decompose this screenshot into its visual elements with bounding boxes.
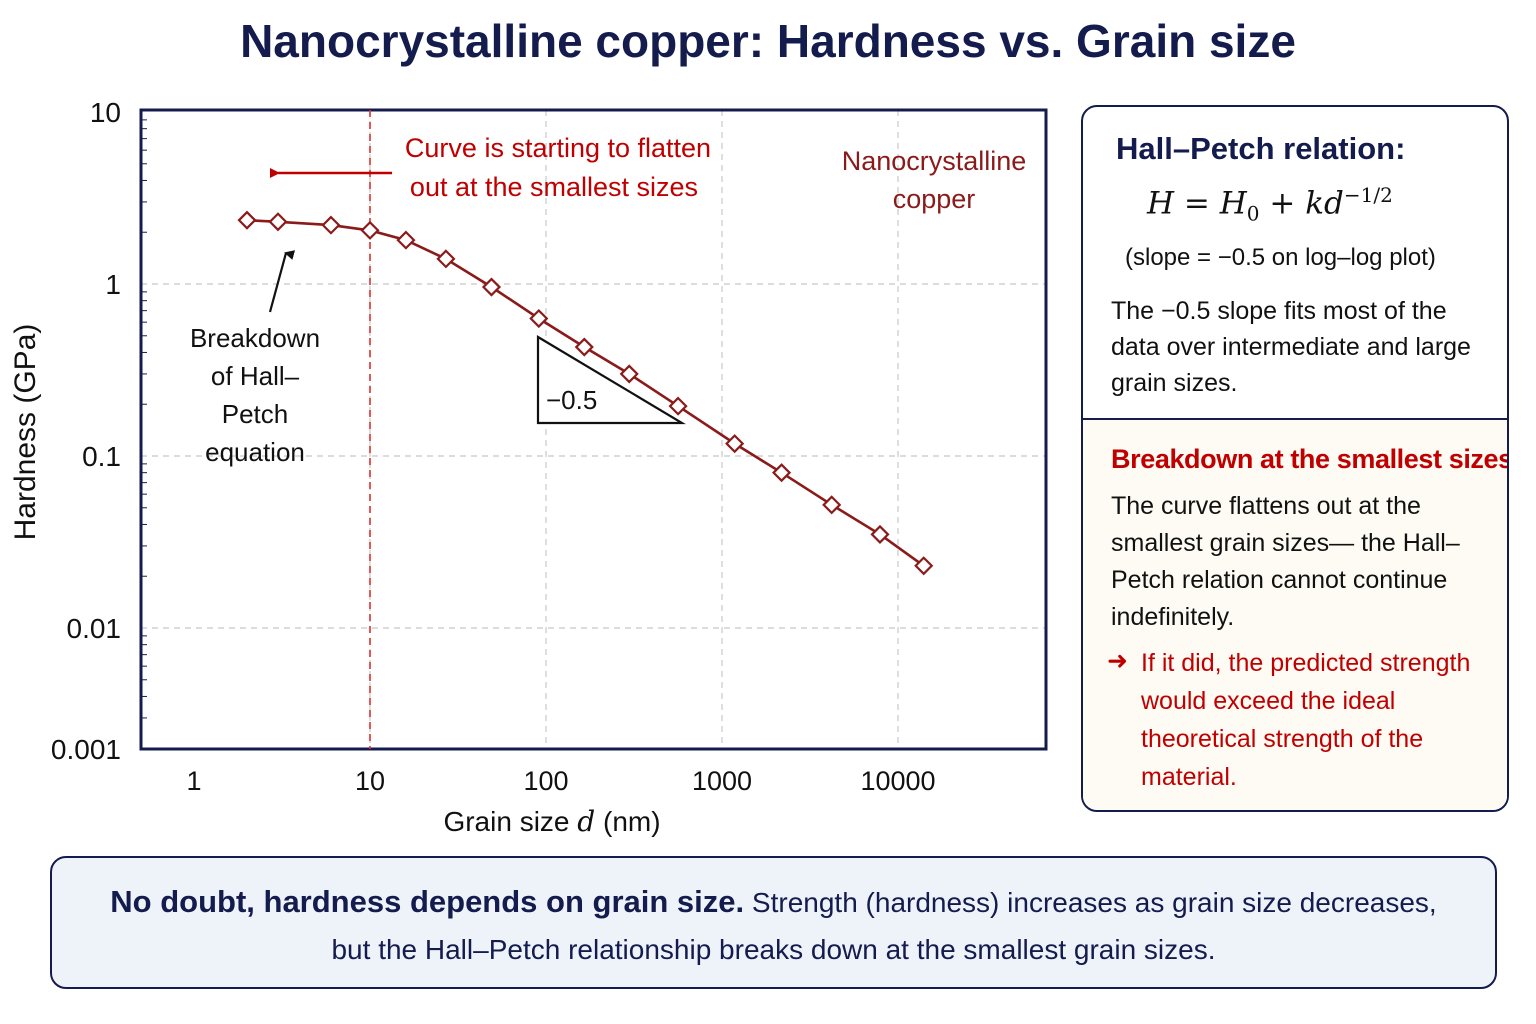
- data-point: [268, 212, 288, 232]
- summary-rest: Strength (hardness) increases as grain s…: [744, 887, 1437, 918]
- x-tick-label: 1: [186, 766, 201, 796]
- plot-frame: [139, 108, 1048, 751]
- data-point: [619, 364, 639, 384]
- data-point: [822, 495, 842, 515]
- annotations: Curve is starting to flatten out at the …: [190, 110, 1026, 749]
- x-tick-label: 10000: [860, 766, 935, 796]
- data-point: [481, 277, 502, 297]
- formula-h: H: [1147, 185, 1175, 222]
- slope-label: −0.5: [546, 385, 597, 415]
- data-point: [870, 524, 890, 544]
- x-axis-label: Grain size d (nm): [443, 805, 660, 838]
- data-point: [360, 220, 380, 240]
- slope-triangle: [536, 335, 686, 425]
- formula-h0-sub: 0: [1246, 201, 1260, 226]
- y-tick-label: 0.01: [67, 613, 122, 644]
- series-label-line1: Nanocrystalline: [842, 146, 1027, 176]
- hardness-chart: 1 10 100 1000 10000 10 1 0.1 0.01 0.001 Curve is …: [9, 97, 1048, 838]
- summary-footer: No doubt, hardness depends on grain size…: [50, 856, 1497, 989]
- x-axis-label-unit: (nm): [603, 806, 661, 837]
- breakdown-note: If it did, the predicted strength would …: [1141, 649, 1471, 791]
- data-point: [914, 556, 934, 576]
- data-point: [574, 337, 594, 357]
- x-tick-label: 10: [355, 766, 385, 796]
- breakdown-annotation-line1: Breakdown: [190, 323, 320, 353]
- hall-petch-title: Hall–Petch relation:: [1116, 131, 1406, 166]
- breakdown-annotation-line4: equation: [205, 437, 305, 467]
- y-tick-label: 0.001: [51, 734, 121, 765]
- breakdown-text: The curve flattens out at the smallest g…: [1111, 492, 1460, 631]
- tick-labels: 1 10 100 1000 10000 10 1 0.1 0.01 0.001: [51, 97, 936, 796]
- flatten-annotation-line2: out at the smallest sizes: [410, 172, 698, 202]
- y-tick-label: 1: [105, 269, 121, 300]
- data-point: [772, 463, 792, 483]
- breakdown-section: Breakdown at the smallest sizes: The cur…: [1083, 420, 1507, 810]
- y-tick-label: 10: [90, 97, 121, 128]
- data-point: [396, 230, 416, 250]
- breakdown-title: Breakdown at the smallest sizes:: [1111, 444, 1509, 474]
- formula-kd: kd: [1305, 185, 1344, 222]
- breakdown-annotation-line2: of Hall–: [211, 361, 300, 391]
- data-point: [668, 396, 688, 416]
- arrow-right-icon: ➜: [1107, 647, 1128, 675]
- hall-petch-section: Hall–Petch relation: H = H0 + kd−1/2 (sl…: [1083, 107, 1507, 420]
- x-tick-label: 1000: [692, 766, 752, 796]
- formula-plus: +: [1259, 185, 1306, 222]
- breakdown-arrow: [268, 250, 296, 313]
- page-title: Nanocrystalline copper: Hardness vs. Gra…: [240, 15, 1296, 67]
- formula-eq: =: [1174, 185, 1220, 222]
- flatten-annotation-line1: Curve is starting to flatten: [405, 133, 711, 163]
- y-axis-label: Hardness (GPa): [9, 324, 42, 541]
- summary-line1: No doubt, hardness depends on grain size…: [52, 884, 1495, 920]
- data-point: [725, 434, 745, 454]
- x-axis-label-var: d: [577, 805, 595, 838]
- series-line: [246, 218, 925, 567]
- summary-line2: but the Hall–Petch relationship breaks d…: [331, 934, 1216, 965]
- y-tick-label: 0.1: [82, 441, 121, 472]
- slope-note: (slope = −0.5 on log–log plot): [1125, 244, 1436, 271]
- summary-bold: No doubt, hardness depends on grain size…: [110, 884, 745, 919]
- x-axis-label-prefix: Grain size: [443, 806, 569, 837]
- fit-note: The −0.5 slope fits most of the data ove…: [1111, 297, 1471, 397]
- series-label-line2: copper: [893, 184, 976, 214]
- hall-petch-formula: H = H0 + kd−1/2: [1147, 183, 1393, 226]
- data-point: [237, 210, 257, 230]
- data-point: [321, 215, 341, 235]
- formula-h0: H: [1219, 185, 1247, 222]
- formula-exp: −1/2: [1343, 183, 1393, 207]
- breakdown-annotation-line3: Petch: [222, 399, 289, 429]
- info-panel: Hall–Petch relation: H = H0 + kd−1/2 (sl…: [1081, 105, 1509, 812]
- grid-lines: [141, 110, 1046, 749]
- x-tick-label: 100: [523, 766, 568, 796]
- series-copper: [237, 210, 934, 576]
- axes: [139, 108, 1048, 751]
- data-point: [529, 308, 549, 329]
- data-point: [436, 249, 456, 269]
